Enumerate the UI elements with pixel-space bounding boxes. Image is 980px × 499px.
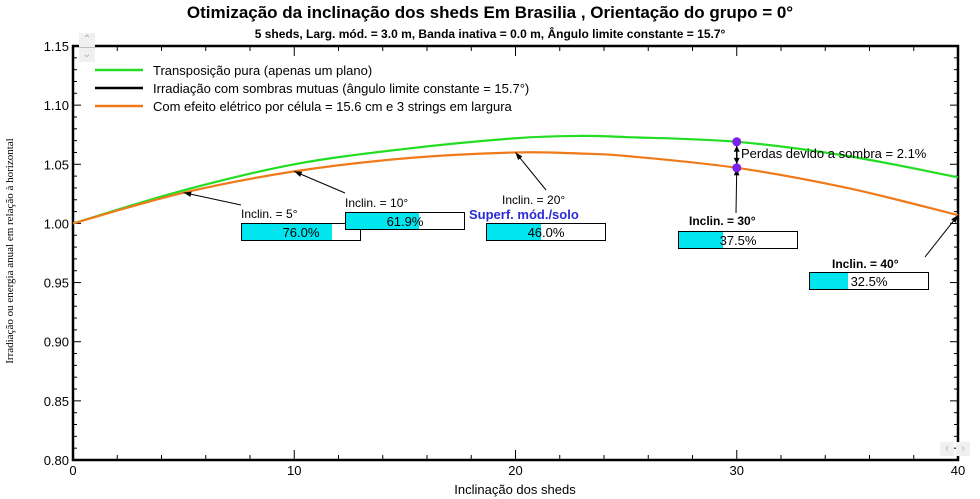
scroll-left-button[interactable]: ‹	[940, 442, 954, 456]
y-tick-label: 1.10	[44, 98, 69, 113]
arrow-head	[951, 215, 958, 223]
y-tick-label: 0.85	[44, 394, 69, 409]
arrow-head	[294, 171, 303, 177]
arrow-head	[733, 145, 740, 152]
legend-entry: Irradiação com sombras mutuas (ângulo li…	[153, 81, 529, 96]
chart-subtitle: 5 sheds, Larg. mód. = 3.0 m, Banda inati…	[254, 27, 726, 41]
y-tick-label: 0.90	[44, 335, 69, 350]
ground-cover-bar-30: 37.5%	[678, 231, 798, 249]
arrow-head	[183, 191, 192, 197]
y-tick-label: 1.00	[44, 216, 69, 231]
x-tick-label: 20	[508, 463, 522, 478]
arrow-head	[515, 152, 523, 161]
ground-cover-value: 61.9%	[386, 214, 424, 229]
annotation-label-20: Inclin. = 20°	[502, 193, 566, 207]
annotation-arrow	[183, 192, 242, 206]
ground-cover-value: 32.5%	[850, 274, 888, 289]
y-tick-label: 1.05	[44, 157, 69, 172]
annotation-arrow	[924, 214, 959, 258]
scroll-right-button[interactable]: ›	[956, 442, 970, 456]
ground-cover-fill	[346, 213, 420, 229]
shading-loss-label: Perdas devido a sombra = 2.1%	[741, 146, 927, 161]
annotation-arrow	[515, 152, 547, 191]
x-tick-label: 10	[287, 463, 301, 478]
scroll-up-button[interactable]: ⌃	[79, 33, 95, 47]
ground-cover-value: 46.0%	[527, 225, 565, 240]
y-tick-label: 1.15	[44, 39, 69, 54]
x-axis-label: Inclinação dos sheds	[454, 482, 576, 497]
y-tick-label: 0.80	[44, 453, 69, 468]
ground-cover-bar-10: 61.9%	[345, 212, 465, 230]
ground-cover-value: 37.5%	[719, 233, 757, 248]
ground-cover-bar-20: 46.0%	[486, 223, 606, 241]
annotation-label-40: Inclin. = 40°	[832, 257, 899, 271]
ground-cover-fill	[679, 232, 724, 248]
x-tick-label: 40	[951, 463, 965, 478]
series-line-0	[72, 134, 959, 225]
series-line-2	[72, 151, 959, 225]
ground-cover-bar-40: 32.5%	[809, 272, 929, 290]
y-tick-label: 0.95	[44, 276, 69, 291]
annotation-arrow	[294, 170, 346, 194]
legend-entry: Com efeito elétrico por célula = 15.6 cm…	[153, 99, 513, 114]
ground-cover-fill	[487, 224, 542, 240]
ground-cover-fill	[810, 273, 849, 289]
ground-cover-bar-5: 76.0%	[241, 223, 361, 241]
annotation-label-30: Inclin. = 30°	[689, 214, 756, 228]
annotation-label-10: Inclin. = 10°	[345, 196, 409, 210]
marker-electrical	[732, 163, 742, 173]
legend-entry: Transposição pura (apenas um plano)	[153, 63, 372, 78]
ground-cover-fill	[242, 224, 332, 240]
scroll-down-button[interactable]: ⌄	[79, 48, 95, 62]
annotation-arrow	[735, 167, 738, 214]
arrow-head	[733, 157, 740, 164]
x-tick-label: 0	[69, 463, 76, 478]
x-tick-label: 30	[730, 463, 744, 478]
chart-title: Otimização da inclinação dos sheds Em Br…	[186, 3, 794, 22]
annotation-label-5: Inclin. = 5°	[241, 207, 298, 221]
marker-transposition	[732, 137, 742, 147]
ground-cover-value: 76.0%	[282, 225, 320, 240]
ground-cover-title: Superf. mód./solo	[469, 207, 579, 222]
